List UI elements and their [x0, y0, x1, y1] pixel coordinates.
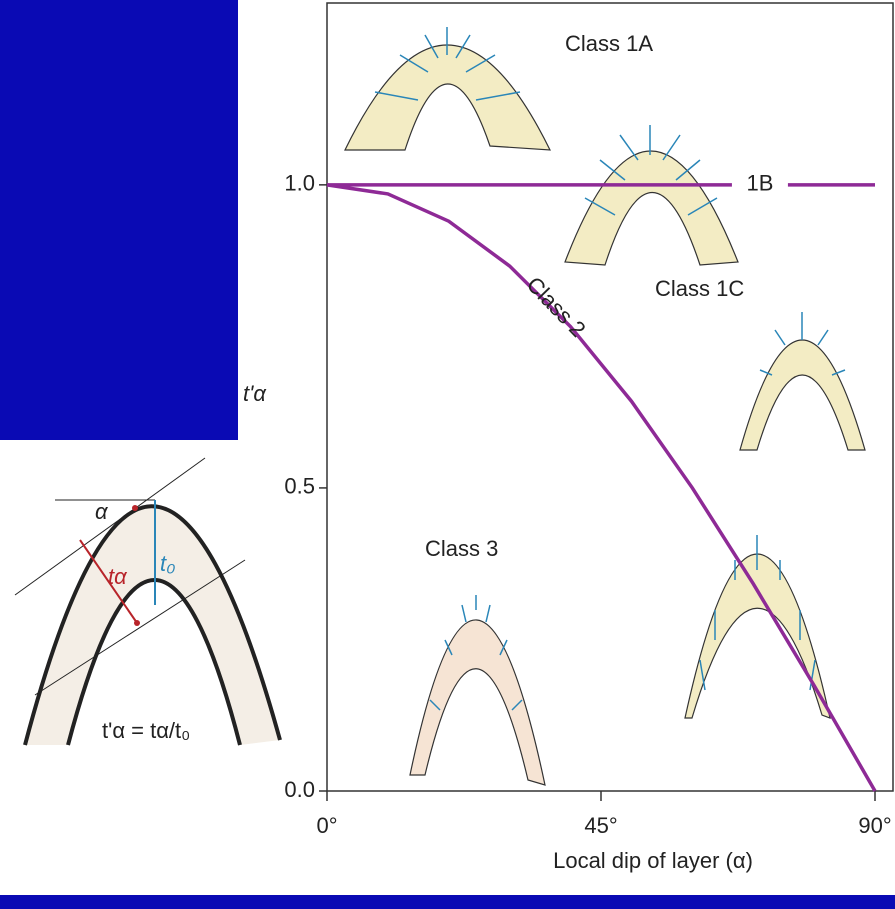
x-axis-label: Local dip of layer (α) [553, 848, 753, 873]
angle-label: α [95, 499, 109, 524]
y-axis-label: t'α [243, 381, 267, 406]
slide: α tα t₀ t'α = tα/t₀ Class 1A Class 1C Cl… [0, 0, 895, 909]
x-tick-label: 90° [858, 813, 891, 838]
annotation: Class 1A [565, 31, 653, 56]
hinge-thickness-label: t₀ [160, 551, 175, 576]
y-tick-label: 1.0 [284, 171, 315, 196]
y-tick-label: 0.5 [284, 474, 315, 499]
x-tick-label: 0° [316, 813, 337, 838]
thickness-label: tα [108, 564, 128, 589]
bottom-band [0, 895, 895, 909]
figure-panel [238, 0, 895, 895]
annotation: Class 3 [425, 536, 498, 561]
x-tick-label: 45° [584, 813, 617, 838]
formula-label: t'α = tα/t₀ [102, 718, 190, 743]
series-label: 1B [746, 171, 773, 196]
y-tick-label: 0.0 [284, 777, 315, 802]
page: {"chart_data": {"type": "line", "xlabel"… [0, 0, 895, 909]
annotation: Class 1C [655, 276, 744, 301]
